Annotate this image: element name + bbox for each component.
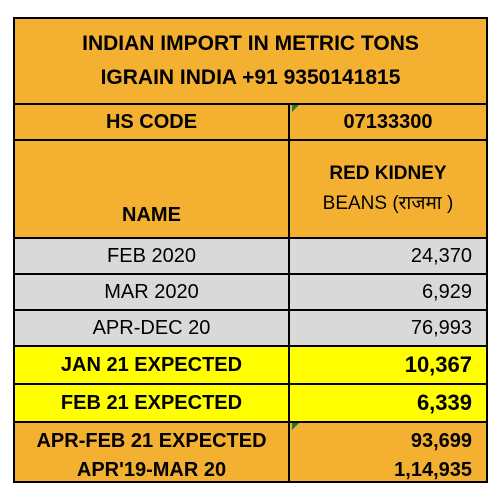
comment-marker-icon (292, 105, 299, 112)
title-row: INDIAN IMPORT IN METRIC TONS IGRAIN INDI… (15, 19, 486, 105)
title-block: INDIAN IMPORT IN METRIC TONS IGRAIN INDI… (15, 19, 486, 105)
row-value: 6,929 (290, 275, 486, 311)
row-value: 10,367 (290, 347, 486, 385)
hs-code-value-text: 07133300 (343, 110, 433, 133)
title-line-2: IGRAIN INDIA +91 9350141815 (100, 66, 401, 89)
comment-marker-icon (292, 423, 299, 430)
row-label: FEB 2020 (15, 239, 290, 275)
row-label: APR-FEB 21 EXPECTED (15, 423, 290, 461)
row-value: 93,699 (290, 423, 486, 461)
variety-line-2: BEANS (राजमा ) (322, 193, 454, 214)
table-row: APR-FEB 21 EXPECTED 93,699 (15, 423, 486, 461)
row-value: 1,14,935 (290, 459, 486, 481)
name-row: NAME RED KIDNEY BEANS (राजमा ) (15, 141, 486, 239)
table-row: JAN 21 EXPECTED 10,367 (15, 347, 486, 385)
row-label: JAN 21 EXPECTED (15, 347, 290, 385)
table-row: MAR 2020 6,929 (15, 275, 486, 311)
variety-cell: RED KIDNEY BEANS (राजमा ) (290, 141, 486, 239)
name-label: NAME (15, 141, 290, 239)
row-label: APR'19-MAR 20 (15, 459, 290, 481)
row-label: APR-DEC 20 (15, 311, 290, 347)
row-label: FEB 21 EXPECTED (15, 385, 290, 423)
table-row: APR'19-MAR 20 1,14,935 (15, 459, 486, 481)
row-label: MAR 2020 (15, 275, 290, 311)
hs-code-row: HS CODE 07133300 (15, 105, 486, 141)
row-value-text: 93,699 (410, 429, 472, 452)
hs-code-value: 07133300 (290, 105, 486, 141)
hs-code-label: HS CODE (15, 105, 290, 141)
table-row: APR-DEC 20 76,993 (15, 311, 486, 347)
title-line-1: INDIAN IMPORT IN METRIC TONS (82, 32, 419, 55)
table-row: FEB 2020 24,370 (15, 239, 486, 275)
row-value: 6,339 (290, 385, 486, 423)
table-row: FEB 21 EXPECTED 6,339 (15, 385, 486, 423)
variety-line-1: RED KIDNEY (329, 163, 447, 184)
row-value: 24,370 (290, 239, 486, 275)
import-table: INDIAN IMPORT IN METRIC TONS IGRAIN INDI… (13, 17, 488, 483)
row-value: 76,993 (290, 311, 486, 347)
